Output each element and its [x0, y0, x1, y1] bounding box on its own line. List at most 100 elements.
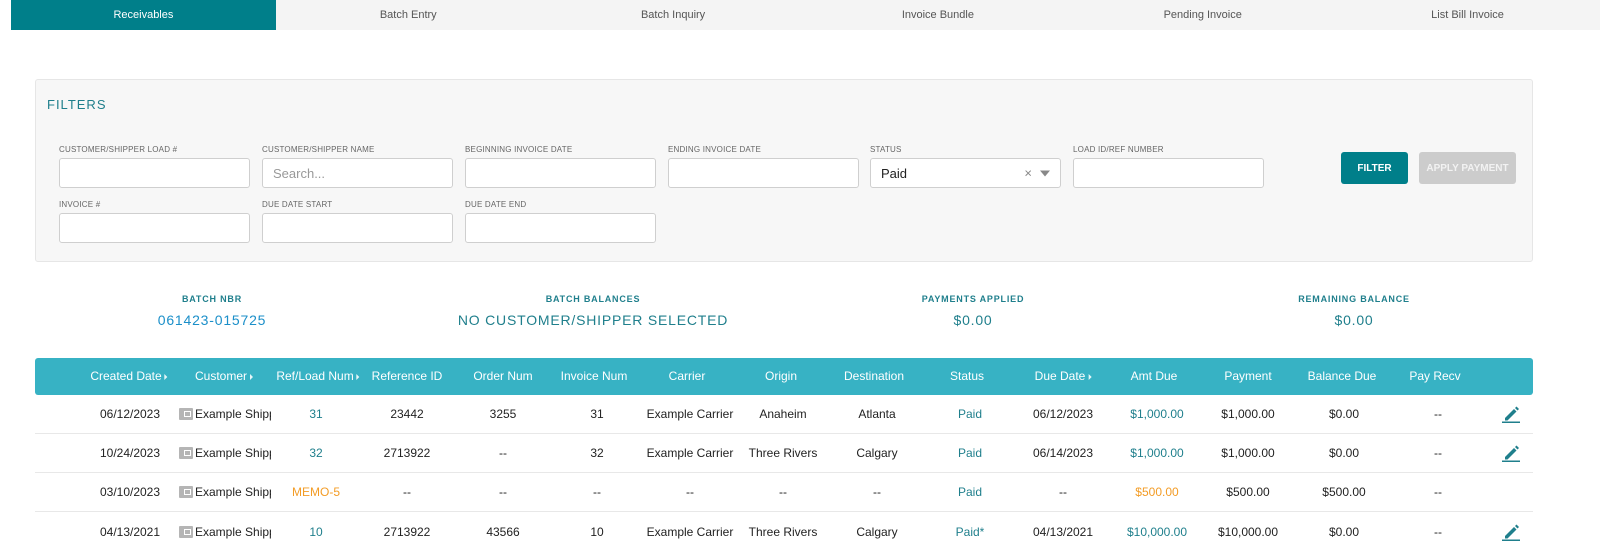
due-date: 06/12/2023	[1032, 407, 1094, 421]
col-invoice-num: Invoice Num	[560, 369, 628, 383]
col-due-date[interactable]: Due Date	[1035, 369, 1092, 383]
carrier: --	[686, 485, 694, 499]
batch-nbr-value[interactable]: 061423-015725	[157, 312, 267, 328]
batch-balances: BATCH BALANCES NO CUSTOMER/SHIPPER SELEC…	[458, 294, 728, 328]
amt-due-link[interactable]: $500.00	[1135, 485, 1179, 499]
created-date: 04/13/2021	[99, 524, 161, 539]
customer-name-input[interactable]: Search...	[262, 158, 453, 188]
amt-due-link[interactable]: $10,000.00	[1126, 524, 1188, 539]
due-date-start-label: DUE DATE START	[262, 200, 333, 209]
payment: $1,000.00	[1221, 407, 1275, 421]
begin-invoice-date-input[interactable]	[465, 158, 656, 188]
load-id-ref-input[interactable]	[1073, 158, 1264, 188]
begin-invoice-date-label: BEGINNING INVOICE DATE	[465, 145, 573, 154]
status[interactable]: Paid	[957, 485, 983, 499]
due-date-start-input[interactable]	[262, 213, 453, 243]
status[interactable]: Paid	[957, 446, 983, 460]
order-num: --	[499, 485, 507, 499]
amt-due-link[interactable]: $1,000.00	[1130, 446, 1184, 460]
balance-due: $0.00	[1328, 446, 1360, 460]
carrier: Example Carrier	[646, 407, 734, 421]
customer-cell: Example Shipper	[179, 407, 271, 421]
destination: Calgary	[856, 524, 898, 539]
remaining-balance: REMAINING BALANCE $0.00	[1298, 294, 1410, 328]
sort-arrow-icon	[1088, 373, 1092, 380]
reference-id: 2713922	[383, 446, 431, 460]
invoice-num: 31	[590, 407, 604, 421]
destination: --	[873, 485, 881, 499]
edit-icon[interactable]	[1501, 523, 1521, 541]
col-reference-id: Reference ID	[371, 369, 443, 383]
tab-batch-inquiry[interactable]: Batch Inquiry	[640, 9, 706, 21]
tab-pending-invoice[interactable]: Pending Invoice	[1163, 9, 1242, 21]
ref-load-link[interactable]: 32	[309, 446, 323, 460]
apply-payment-button[interactable]: APPLY PAYMENT	[1419, 152, 1516, 184]
tab-list-bill-invoice[interactable]: List Bill Invoice	[1431, 9, 1504, 21]
end-invoice-date-input[interactable]	[668, 158, 859, 188]
invoice-num-label: INVOICE #	[59, 200, 101, 209]
remaining-balance-label: REMAINING BALANCE	[1298, 294, 1410, 304]
tab-batch-entry[interactable]: Batch Entry	[379, 9, 437, 21]
chevron-down-icon[interactable]	[1040, 170, 1050, 176]
ref-load-link[interactable]: 31	[309, 407, 323, 421]
status-field: STATUS Paid ×	[870, 144, 1061, 188]
sort-arrow-icon	[164, 373, 168, 380]
col-carrier: Carrier	[668, 369, 706, 383]
invoice-num: --	[593, 485, 601, 499]
status[interactable]: Paid	[957, 407, 983, 421]
pay-recv: --	[1434, 524, 1442, 539]
ref-load-link[interactable]: 10	[309, 524, 323, 539]
order-num: --	[499, 446, 507, 460]
destination: Atlanta	[858, 407, 896, 421]
created-date: 03/10/2023	[99, 485, 161, 499]
due-date-end-label: DUE DATE END	[465, 200, 527, 209]
customer-card-icon	[179, 447, 193, 459]
col-payment: Payment	[1224, 369, 1272, 383]
due-date: 06/14/2023	[1032, 446, 1094, 460]
status-select[interactable]: Paid ×	[870, 158, 1061, 188]
pay-recv: --	[1434, 446, 1442, 460]
tab-invoice-bundle[interactable]: Invoice Bundle	[901, 9, 974, 21]
col-customer[interactable]: Customer	[195, 369, 254, 383]
col-ref-load-num[interactable]: Ref/Load Num	[276, 369, 360, 383]
reference-id: 2713922	[383, 524, 431, 539]
payment: $1,000.00	[1221, 446, 1275, 460]
payments-applied-label: PAYMENTS APPLIED	[921, 294, 1025, 304]
due-date: 04/13/2021	[1032, 524, 1094, 539]
reference-id: --	[403, 485, 411, 499]
clear-icon[interactable]: ×	[1024, 165, 1032, 181]
invoice-num-input[interactable]	[59, 213, 250, 243]
batch-summary: BATCH NBR 061423-015725 BATCH BALANCES N…	[0, 294, 1600, 334]
created-date: 10/24/2023	[99, 446, 161, 460]
edit-icon[interactable]	[1501, 405, 1521, 423]
order-num: 43566	[486, 524, 520, 539]
end-invoice-date-field: ENDING INVOICE DATE	[668, 144, 859, 188]
carrier: Example Carrier	[646, 446, 734, 460]
destination: Calgary	[856, 446, 898, 460]
filters-title: FILTERS	[47, 97, 107, 112]
customer-card-icon	[179, 408, 193, 420]
order-num: 3255	[489, 407, 517, 421]
customer-load-input[interactable]	[59, 158, 250, 188]
tab-receivables[interactable]: Receivables	[11, 0, 276, 30]
table-header: Created Date Customer Ref/Load Num Refer…	[35, 358, 1533, 395]
col-created-date[interactable]: Created Date	[90, 369, 168, 383]
payments-applied-value: $0.00	[953, 312, 993, 328]
filter-button[interactable]: FILTER	[1341, 152, 1408, 184]
status[interactable]: Paid*	[955, 524, 985, 539]
col-destination: Destination	[843, 369, 905, 383]
due-date-end-field: DUE DATE END	[465, 199, 656, 243]
edit-icon[interactable]	[1501, 444, 1521, 462]
status-select-value: Paid	[881, 165, 908, 181]
customer-cell: Example Shipper	[179, 525, 271, 539]
table-row: 06/12/2023 Example Shipper 31 23442 3255…	[35, 395, 1533, 434]
col-order-num: Order Num	[473, 369, 533, 383]
customer-cell: Example Shipper	[179, 485, 271, 499]
memo-link[interactable]: MEMO-5	[292, 485, 340, 499]
carrier: Example Carrier	[646, 524, 734, 539]
amt-due-link[interactable]: $1,000.00	[1130, 407, 1184, 421]
sort-arrow-icon	[250, 373, 254, 380]
remaining-balance-value: $0.00	[1334, 312, 1374, 328]
due-date-end-input[interactable]	[465, 213, 656, 243]
table-row: 04/13/2021 Example Shipper 10 2713922 43…	[35, 512, 1533, 551]
